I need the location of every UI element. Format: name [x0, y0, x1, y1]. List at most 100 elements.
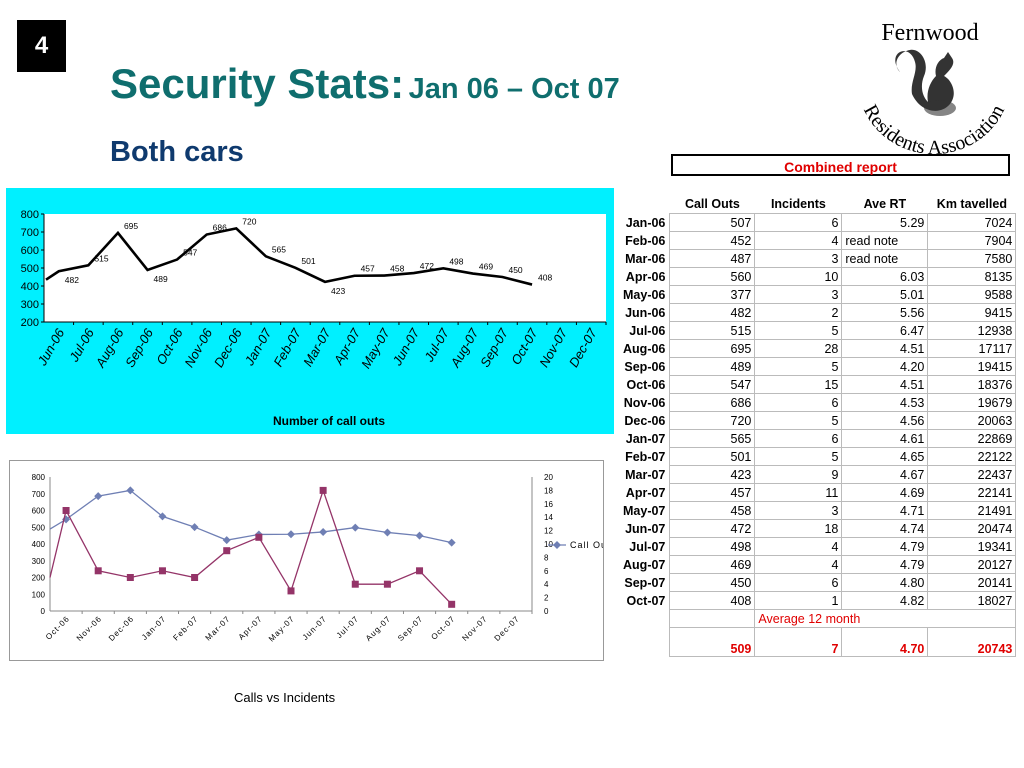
chart1-plot: 200300400500600700800Jun-06Jul-06Aug-06S… — [21, 209, 607, 428]
table-cell: 4.80 — [841, 573, 929, 592]
table-cell: 3 — [754, 501, 843, 520]
chart2-incidents-point — [351, 580, 359, 588]
chart2-x-tick-label: Jun-07 — [301, 614, 329, 642]
chart1-x-tick-label: Jun-07 — [389, 325, 423, 368]
table-cell: 472 — [669, 519, 756, 538]
table-cell: 695 — [669, 339, 756, 358]
chart2-incidents-point — [448, 600, 456, 608]
chart2-x-tick-label: Dec-07 — [492, 614, 521, 643]
table-cell: 21491 — [927, 501, 1017, 520]
chart2-incidents-point — [94, 567, 102, 575]
row-month: Aug-07 — [623, 557, 666, 572]
table-cell: 18376 — [927, 375, 1017, 394]
header-km-travelled: Km tavelled — [936, 197, 1007, 211]
header-incidents: Incidents — [770, 197, 826, 211]
table-row: May-06 377 3 5.01 9588 — [620, 285, 1017, 304]
chart2-incidents-point — [62, 507, 70, 514]
row-month: Jan-07 — [625, 431, 666, 446]
table-cell: 22437 — [927, 465, 1017, 484]
row-month: Aug-06 — [623, 341, 666, 356]
chart2-right-tick-label: 16 — [544, 500, 553, 509]
table-cell: 4.79 — [841, 537, 929, 556]
chart1-data-label: 547 — [183, 248, 197, 258]
table-cell: 4.82 — [841, 591, 929, 610]
table-cell: 5 — [754, 411, 843, 430]
table-cell: read note — [841, 249, 929, 268]
table-cell: 4 — [754, 231, 843, 250]
table-cell: 20474 — [927, 519, 1017, 538]
header-ave-rt: Ave RT — [863, 197, 907, 211]
table-cell: 5 — [754, 321, 843, 340]
chart2-left-tick-label: 500 — [32, 523, 46, 532]
title-main: Security Stats: — [110, 60, 405, 107]
chart1-data-label: 469 — [479, 262, 493, 272]
table-cell: read note — [841, 231, 929, 250]
chart1-plot-area — [44, 214, 606, 322]
chart2-plot: 0100200300400500600700800024681012141618… — [32, 473, 603, 644]
table-row: May-07 458 3 4.71 21491 — [620, 501, 1017, 520]
table-cell: 5.01 — [841, 285, 929, 304]
chart2-right-tick-label: 12 — [544, 527, 553, 536]
row-month: Sep-06 — [624, 359, 666, 374]
table-cell: 720 — [669, 411, 756, 430]
table-cell: 6.03 — [841, 267, 929, 286]
table-cell: 7904 — [927, 231, 1017, 250]
table-cell: 18 — [754, 519, 843, 538]
chart2-x-tick-label: Sep-07 — [396, 614, 425, 643]
chart2-x-tick-label: May-07 — [267, 614, 296, 643]
average-value: 4.70 — [841, 627, 929, 657]
chart2-callouts-point — [190, 523, 199, 532]
row-month: Feb-06 — [625, 233, 666, 248]
logo-top-text: Fernwood — [881, 20, 978, 46]
table-row: Jun-06 482 2 5.56 9415 — [620, 303, 1017, 322]
table-cell: 22141 — [927, 483, 1017, 502]
table-cell: 5.56 — [841, 303, 929, 322]
chart1-y-tick-label: 300 — [21, 299, 39, 311]
row-month: Mar-06 — [625, 251, 666, 266]
chart2-x-tick-label: Mar-07 — [204, 614, 233, 643]
chart1-x-tick-label: May-07 — [358, 325, 393, 371]
table-cell: 4.20 — [841, 357, 929, 376]
chart2-x-tick-label: Jul-07 — [335, 614, 361, 640]
table-cell: 5 — [754, 447, 843, 466]
chart2-callouts-point — [383, 528, 392, 537]
table-cell: 15 — [754, 375, 843, 394]
legend-marker — [553, 541, 561, 549]
chart2-incidents-point — [416, 567, 424, 575]
chart2-callouts-point — [287, 530, 295, 539]
table-cell: 5.29 — [841, 213, 929, 232]
table-cell: 20127 — [927, 555, 1017, 574]
chart1-data-label: 423 — [331, 286, 345, 296]
chart2-x-tick-label: Nov-07 — [460, 614, 489, 643]
table-row: Oct-07 408 1 4.82 18027 — [620, 591, 1017, 610]
chart1-y-tick-label: 400 — [21, 281, 39, 293]
row-month: Jan-06 — [625, 215, 666, 230]
chart2-left-tick-label: 400 — [32, 540, 46, 549]
table-row: Aug-07 469 4 4.79 20127 — [620, 555, 1017, 574]
table-cell: 7024 — [927, 213, 1017, 232]
chart2-right-tick-label: 6 — [544, 567, 549, 576]
table-cell: 7580 — [927, 249, 1017, 268]
chart1-x-tick-label: Aug-06 — [92, 325, 127, 370]
table-cell: 469 — [669, 555, 756, 574]
chart2-callouts-line — [49, 489, 452, 544]
chart2-legend: Call Outs — [548, 540, 603, 550]
table-row: Mar-06 487 3 read note 7580 — [620, 249, 1017, 268]
chart1-x-tick-label: Sep-07 — [477, 325, 511, 369]
chart2-right-tick-label: 4 — [544, 580, 549, 589]
table-cell: 6 — [754, 393, 843, 412]
table-cell: 450 — [669, 573, 756, 592]
row-month: Mar-07 — [625, 467, 666, 482]
table-cell: 4.69 — [841, 483, 929, 502]
table-cell: 9 — [754, 465, 843, 484]
table-cell: 4.51 — [841, 339, 929, 358]
table-cell: 4.71 — [841, 501, 929, 520]
calls-vs-incidents-chart: 0100200300400500600700800024681012141618… — [9, 460, 604, 661]
row-month: May-06 — [623, 287, 666, 302]
table-row: Jun-07 472 18 4.74 20474 — [620, 519, 1017, 538]
table-cell: 9415 — [927, 303, 1017, 322]
row-month: Jul-07 — [629, 539, 666, 554]
table-header-row: Call Outs Incidents Ave RT Km tavelled — [620, 195, 1016, 214]
chart2-right-tick-label: 2 — [544, 594, 549, 603]
table-cell: 4 — [754, 537, 843, 556]
